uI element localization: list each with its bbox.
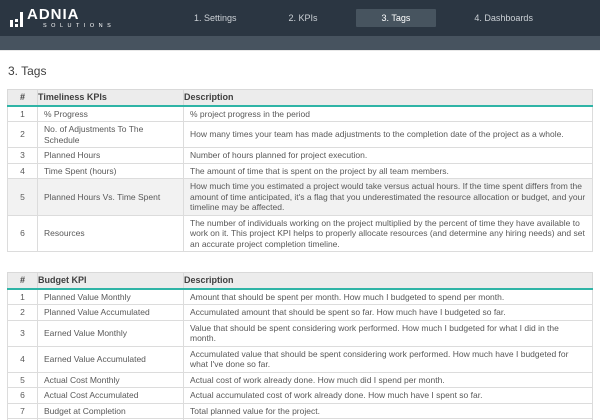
row-number-cell[interactable]: 5 <box>7 371 38 388</box>
column-header: # <box>7 89 38 107</box>
row-number-cell[interactable]: 1 <box>7 288 38 305</box>
description-cell[interactable]: The amount of time that is spent on the … <box>183 162 593 179</box>
page-title: 3. Tags <box>8 64 47 78</box>
description-cell[interactable]: The number of individuals working on the… <box>183 214 593 252</box>
subheader-band <box>0 36 600 51</box>
kpi-name-cell[interactable]: Earned Value Accumulated <box>37 345 184 373</box>
timeliness-kpis-table: # Timeliness KPIs Description 1% Progress%… <box>7 89 593 252</box>
kpi-name-cell[interactable]: Budget at Completion <box>37 402 184 419</box>
table-row: 1 Planned Value Monthly Amount that should… <box>7 288 593 305</box>
column-header: Timeliness KPIs <box>37 89 184 107</box>
kpi-name-cell[interactable]: Earned Value Monthly <box>37 319 184 347</box>
table-row: 2 No. of Adjustments To The Schedule How m… <box>7 121 593 148</box>
description-cell[interactable]: Amount that should be spent per month. H… <box>183 288 593 305</box>
bar-chart-logo-icon <box>10 10 23 27</box>
table-row: 5 Planned Hours Vs. Time Spent How much ti… <box>7 178 593 216</box>
column-header: Description <box>183 89 593 107</box>
brand-name: ADNIA <box>27 5 80 23</box>
row-number-cell[interactable]: 2 <box>7 121 38 148</box>
main-content: 3. Tags # Timeliness KPIs Description 1% P… <box>0 64 600 420</box>
description-cell[interactable]: Total planned value for the project. <box>183 402 593 419</box>
description-cell[interactable]: Number of hours planned for project exec… <box>183 147 593 164</box>
table-row: 5 Actual Cost Monthly Actual cost of work … <box>7 371 593 388</box>
description-cell[interactable]: Value that should be spent considering w… <box>183 319 593 347</box>
row-number-cell[interactable]: 3 <box>7 147 38 164</box>
row-number-cell[interactable]: 6 <box>7 387 38 404</box>
tab-tags[interactable]: 3. Tags <box>355 9 437 27</box>
brand-subtitle: SOLUTIONS <box>43 22 116 29</box>
description-cell[interactable]: How many times your team has made adjust… <box>183 121 593 148</box>
row-number-cell[interactable]: 4 <box>7 162 38 179</box>
table-row: 6 Actual Cost Accumulated Actual accumulat… <box>7 387 593 404</box>
description-cell[interactable]: Actual accumulated cost of work already … <box>183 387 593 404</box>
column-header: # <box>7 272 38 290</box>
row-number-cell[interactable]: 1 <box>7 105 38 122</box>
row-number-cell[interactable]: 2 <box>7 304 38 321</box>
description-cell[interactable]: % project progress in the period <box>183 105 593 122</box>
table-row: 3 Planned Hours Number of hours planned fo… <box>7 147 593 164</box>
kpi-name-cell[interactable]: Actual Cost Accumulated <box>37 387 184 404</box>
tab-bar: 1. Settings 2. KPIs 3. Tags 4. Dashboards <box>168 9 559 27</box>
table-row: 8Schedule VarianceDifference between bud… <box>7 418 593 420</box>
kpi-name-cell[interactable]: Actual Cost Monthly <box>37 371 184 388</box>
tab-settings[interactable]: 1. Settings <box>194 13 237 23</box>
tab-kpis[interactable]: 2. KPIs <box>288 13 318 23</box>
kpi-name-cell[interactable]: No. of Adjustments To The Schedule <box>37 121 184 148</box>
table-row: 4 Earned Value Accumulated Accumulated val… <box>7 345 593 373</box>
app-header: ADNIA SOLUTIONS 1. Settings 2. KPIs 3. Tag… <box>0 0 600 36</box>
budget-kpi-table: # Budget KPI Description 1 Planned Value Mo… <box>7 272 593 420</box>
table-row: 6 Resources The number of individuals work… <box>7 214 593 252</box>
table-header-row: # Budget KPI Description <box>7 272 593 290</box>
adnia-logo: ADNIA SOLUTIONS <box>10 7 140 30</box>
description-cell[interactable]: Difference between budgeted for what I'v… <box>183 418 593 420</box>
table-row: 2 Planned Value Accumulated Accumulated am… <box>7 304 593 321</box>
kpi-name-cell[interactable]: Planned Value Monthly <box>37 288 184 305</box>
table-row: 4 Time Spent (hours) The amount of time th… <box>7 162 593 179</box>
column-header: Budget KPI <box>37 272 184 290</box>
column-header: Description <box>183 272 593 290</box>
row-number-cell[interactable]: 3 <box>7 319 38 347</box>
row-number-cell[interactable]: 4 <box>7 345 38 373</box>
row-number-cell[interactable]: 7 <box>7 402 38 419</box>
table-header-row: # Timeliness KPIs Description <box>7 89 593 107</box>
kpi-name-cell[interactable]: Resources <box>37 214 184 252</box>
description-cell[interactable]: How much time you estimated a project wo… <box>183 178 593 216</box>
kpi-name-cell[interactable]: Planned Hours <box>37 147 184 164</box>
description-cell[interactable]: Accumulated value that should be spent c… <box>183 345 593 373</box>
table-row: 1% Progress% project progress in the per… <box>7 105 593 122</box>
table-row: 3 Earned Value Monthly Value that should b… <box>7 319 593 347</box>
kpi-name-cell[interactable]: Planned Hours Vs. Time Spent <box>37 178 184 216</box>
kpi-name-cell[interactable]: % Progress <box>37 105 184 122</box>
tab-dashboards[interactable]: 4. Dashboards <box>474 13 533 23</box>
row-number-cell[interactable]: 6 <box>7 214 38 252</box>
kpi-name-cell[interactable]: Time Spent (hours) <box>37 162 184 179</box>
logo-text: ADNIA SOLUTIONS <box>27 7 115 30</box>
description-cell[interactable]: Actual cost of work already done. How mu… <box>183 371 593 388</box>
kpi-name-cell[interactable]: Planned Value Accumulated <box>37 304 184 321</box>
table-row: 7 Budget at Completion Total planned value… <box>7 402 593 419</box>
row-number-cell[interactable]: 5 <box>7 178 38 216</box>
description-cell[interactable]: Accumulated amount that should be spent … <box>183 304 593 321</box>
